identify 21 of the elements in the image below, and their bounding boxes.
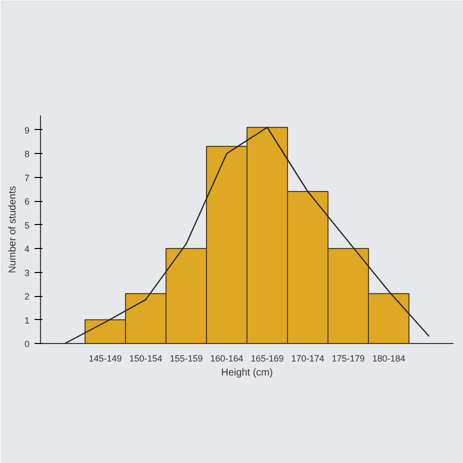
x-axis-title: Height (cm) <box>221 368 273 378</box>
y-tick-label: 7 <box>24 172 30 183</box>
line-series <box>64 126 430 344</box>
x-tick-label: 165-169 <box>250 354 284 364</box>
y-tick-label: 1 <box>24 315 30 326</box>
y-tick-label: 5 <box>24 220 30 230</box>
y-tick-label: 4 <box>24 244 30 254</box>
x-tick-label: 175-179 <box>332 354 365 364</box>
x-tick-label: 160-164 <box>210 354 244 364</box>
y-tick-label: 6 <box>24 196 30 206</box>
x-tick-label: 150-154 <box>129 354 162 364</box>
y-tick-label: 8 <box>24 149 30 159</box>
x-tick-label: 155-159 <box>170 354 203 364</box>
y-tick-label: 2 <box>24 292 30 302</box>
x-tick-label: 180-184 <box>372 354 406 364</box>
y-axis-title: Number of students <box>7 186 18 274</box>
y-tick-label: 0 <box>24 339 30 349</box>
x-tick-label: 170-174 <box>291 354 324 364</box>
x-tick-label: 145-149 <box>88 354 122 364</box>
y-tick-label: 3 <box>24 268 30 278</box>
y-tick-label: 9 <box>24 125 30 136</box>
